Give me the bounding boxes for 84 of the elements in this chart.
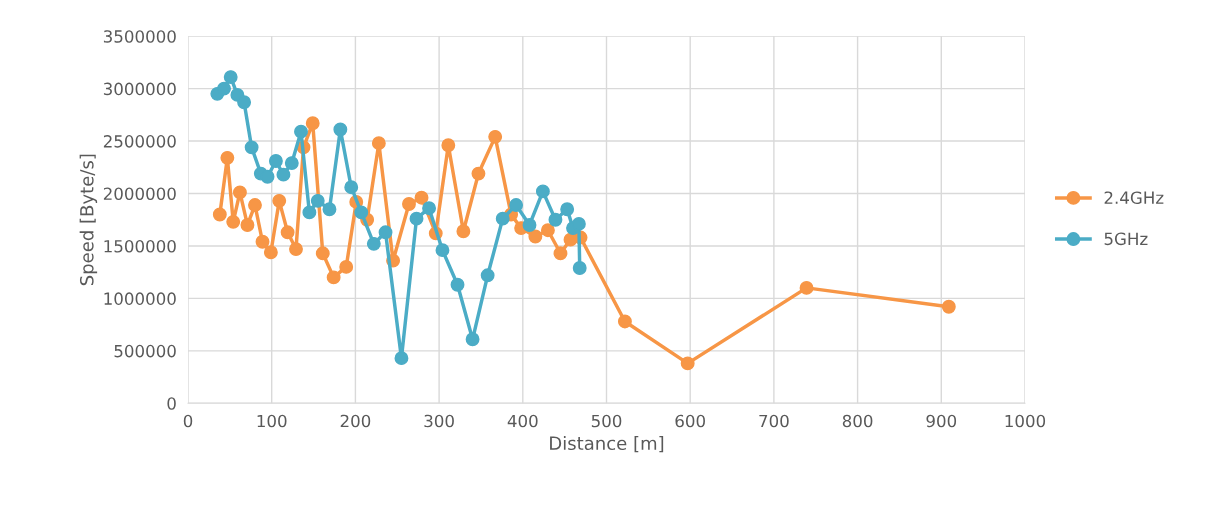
- point: [284, 156, 299, 171]
- y-tick-label: 1000000: [104, 292, 176, 305]
- point: [237, 95, 252, 110]
- point: [548, 212, 563, 227]
- point: [212, 207, 227, 222]
- y-tick-label: 500000: [114, 344, 176, 358]
- point: [450, 277, 465, 292]
- point: [223, 70, 238, 85]
- point: [344, 180, 359, 195]
- point: [289, 242, 303, 257]
- point: [333, 122, 348, 137]
- point: [571, 216, 586, 231]
- y-axis-title: Speed [Byte/s]: [79, 154, 98, 286]
- point: [371, 136, 386, 151]
- point: [240, 218, 255, 232]
- point: [422, 201, 437, 216]
- x-tick-label: 600: [675, 414, 705, 428]
- point: [495, 211, 510, 226]
- point: [263, 245, 278, 260]
- point: [305, 116, 320, 131]
- point: [255, 234, 270, 249]
- x-axis-title: Distance [m]: [550, 436, 664, 453]
- point: [232, 185, 247, 200]
- point: [302, 205, 317, 220]
- x-tick-label: 400: [507, 414, 538, 428]
- point: [354, 205, 369, 220]
- point: [680, 356, 695, 371]
- point: [572, 261, 587, 275]
- point: [226, 214, 241, 229]
- x-tick-label: 500: [591, 414, 622, 428]
- y-tick-label: 1500000: [104, 239, 176, 253]
- point: [268, 154, 283, 168]
- point: [310, 193, 325, 208]
- point: [322, 202, 337, 217]
- y-tick-label: 0: [167, 397, 176, 410]
- point: [217, 81, 231, 96]
- legend-label: 2.4GHz: [1104, 191, 1164, 204]
- point: [294, 124, 308, 139]
- x-tick-label: 700: [759, 414, 789, 428]
- point: [560, 202, 575, 217]
- point: [535, 184, 550, 199]
- x-tick-label: 100: [257, 414, 287, 428]
- point: [409, 211, 424, 226]
- point: [260, 169, 275, 184]
- x-tick-label: 200: [340, 414, 371, 428]
- point: [272, 193, 287, 208]
- point: [414, 190, 429, 205]
- point: [480, 268, 495, 283]
- point: [280, 225, 295, 240]
- y-tick-label: 2000000: [103, 187, 176, 201]
- point: [394, 351, 409, 366]
- point: [471, 166, 486, 181]
- point: [248, 198, 262, 212]
- x-tick-label: 900: [926, 414, 957, 428]
- point: [456, 224, 471, 239]
- point: [509, 198, 524, 212]
- point: [402, 197, 416, 211]
- x-tick-label: 1000: [1005, 414, 1046, 428]
- point: [326, 270, 341, 285]
- point: [276, 167, 291, 182]
- legend-label: 5GHz: [1104, 232, 1148, 246]
- point: [553, 246, 568, 261]
- point: [244, 140, 259, 155]
- point: [435, 243, 450, 258]
- point: [799, 280, 814, 295]
- x-tick-label: 300: [424, 414, 454, 428]
- y-tick-label: 2500000: [103, 135, 176, 148]
- point: [220, 150, 235, 165]
- point: [315, 246, 330, 261]
- point: [522, 218, 537, 232]
- point: [339, 259, 354, 274]
- point: [488, 129, 503, 144]
- point: [528, 229, 543, 244]
- y-tick-label: 3000000: [103, 82, 176, 96]
- point: [465, 332, 480, 347]
- x-tick-label: 800: [842, 414, 873, 428]
- point: [617, 314, 632, 329]
- point: [366, 236, 381, 251]
- point: [540, 223, 555, 238]
- y-tick-label: 3500000: [103, 30, 176, 43]
- point: [941, 299, 956, 314]
- point: [441, 138, 456, 153]
- point: [378, 225, 393, 240]
- x-tick-label: 0: [183, 414, 193, 428]
